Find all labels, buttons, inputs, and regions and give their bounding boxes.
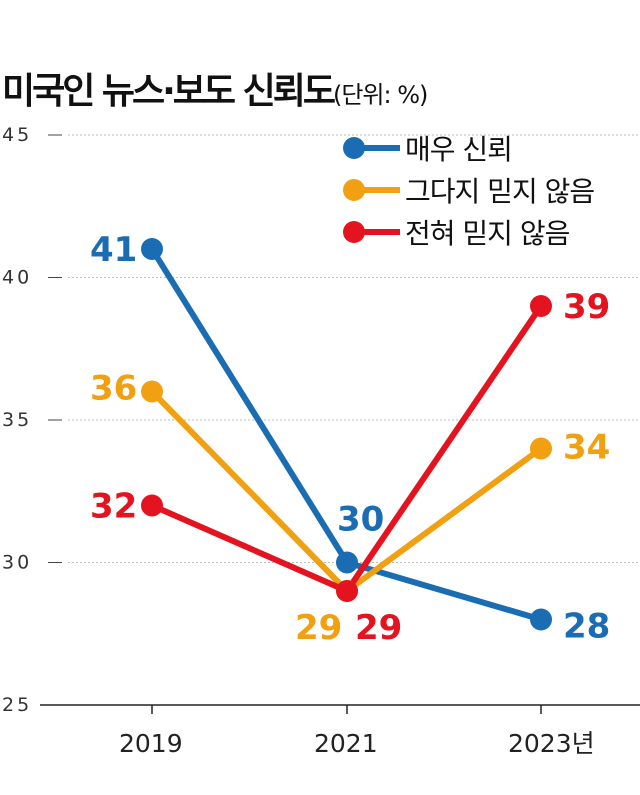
x-tick-label: 2019	[119, 729, 183, 758]
data-point	[530, 608, 552, 631]
legend-label: 매우 신뢰	[405, 133, 512, 166]
legend-label: 그다지 믿지 않음	[405, 175, 594, 208]
data-label: 29	[355, 608, 402, 648]
data-label: 28	[563, 607, 610, 647]
chart-title: 미국인 뉴스·보도 신뢰도(단위: %)	[2, 62, 428, 114]
data-point	[336, 580, 358, 602]
data-label: 36	[90, 369, 137, 409]
data-label: 30	[337, 500, 384, 540]
data-point	[530, 437, 552, 460]
y-tick-label: 45	[2, 124, 32, 146]
data-point	[141, 494, 163, 517]
y-tick-label: 30	[2, 552, 32, 574]
y-tick-label: 35	[2, 409, 32, 431]
data-label: 39	[563, 287, 610, 327]
data-point	[336, 551, 358, 574]
unit-label: (단위: %)	[332, 81, 428, 109]
title-text: 미국인 뉴스·보도 신뢰도	[2, 71, 336, 112]
data-label: 34	[563, 428, 610, 468]
legend-marker	[343, 137, 365, 159]
x-tick-label: 2023년	[508, 729, 595, 758]
legend-marker	[343, 179, 365, 201]
y-tick-label: 40	[2, 267, 32, 289]
x-tick-label: 2021	[314, 729, 378, 758]
data-label: 29	[295, 608, 342, 648]
data-label: 41	[90, 230, 137, 270]
y-tick-label: 25	[2, 694, 32, 716]
legend-label: 전혀 믿지 않음	[405, 217, 570, 250]
data-point	[141, 238, 163, 260]
legend-marker	[343, 221, 365, 243]
data-point	[530, 295, 552, 317]
data-label: 32	[90, 487, 137, 527]
data-point	[141, 380, 163, 403]
